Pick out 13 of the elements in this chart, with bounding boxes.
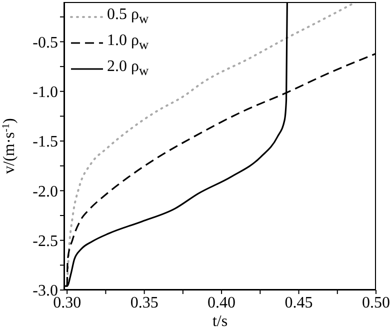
legend-label: 1.0 ρ$_{w}$ (107, 31, 149, 54)
x-tick-label: 0.35 (130, 294, 158, 312)
y-tick-label: -0.5 (32, 34, 58, 52)
x-tick-label: 0.45 (284, 294, 313, 312)
y-tick-label: -1.5 (32, 134, 58, 151)
y-tick-label: -1.0 (32, 84, 58, 102)
legend-label: 2.0 ρ$_{w}$ (107, 57, 149, 81)
y-tick-label: -2.5 (32, 233, 58, 250)
x-tick-label: 0.40 (208, 294, 236, 312)
y-tick-label: -2.0 (32, 183, 58, 200)
x-tick-label: 0.50 (362, 294, 390, 312)
x-axis-title: t/s (212, 313, 228, 330)
legend-label: 0.5 ρ$_{w}$ (107, 5, 149, 28)
